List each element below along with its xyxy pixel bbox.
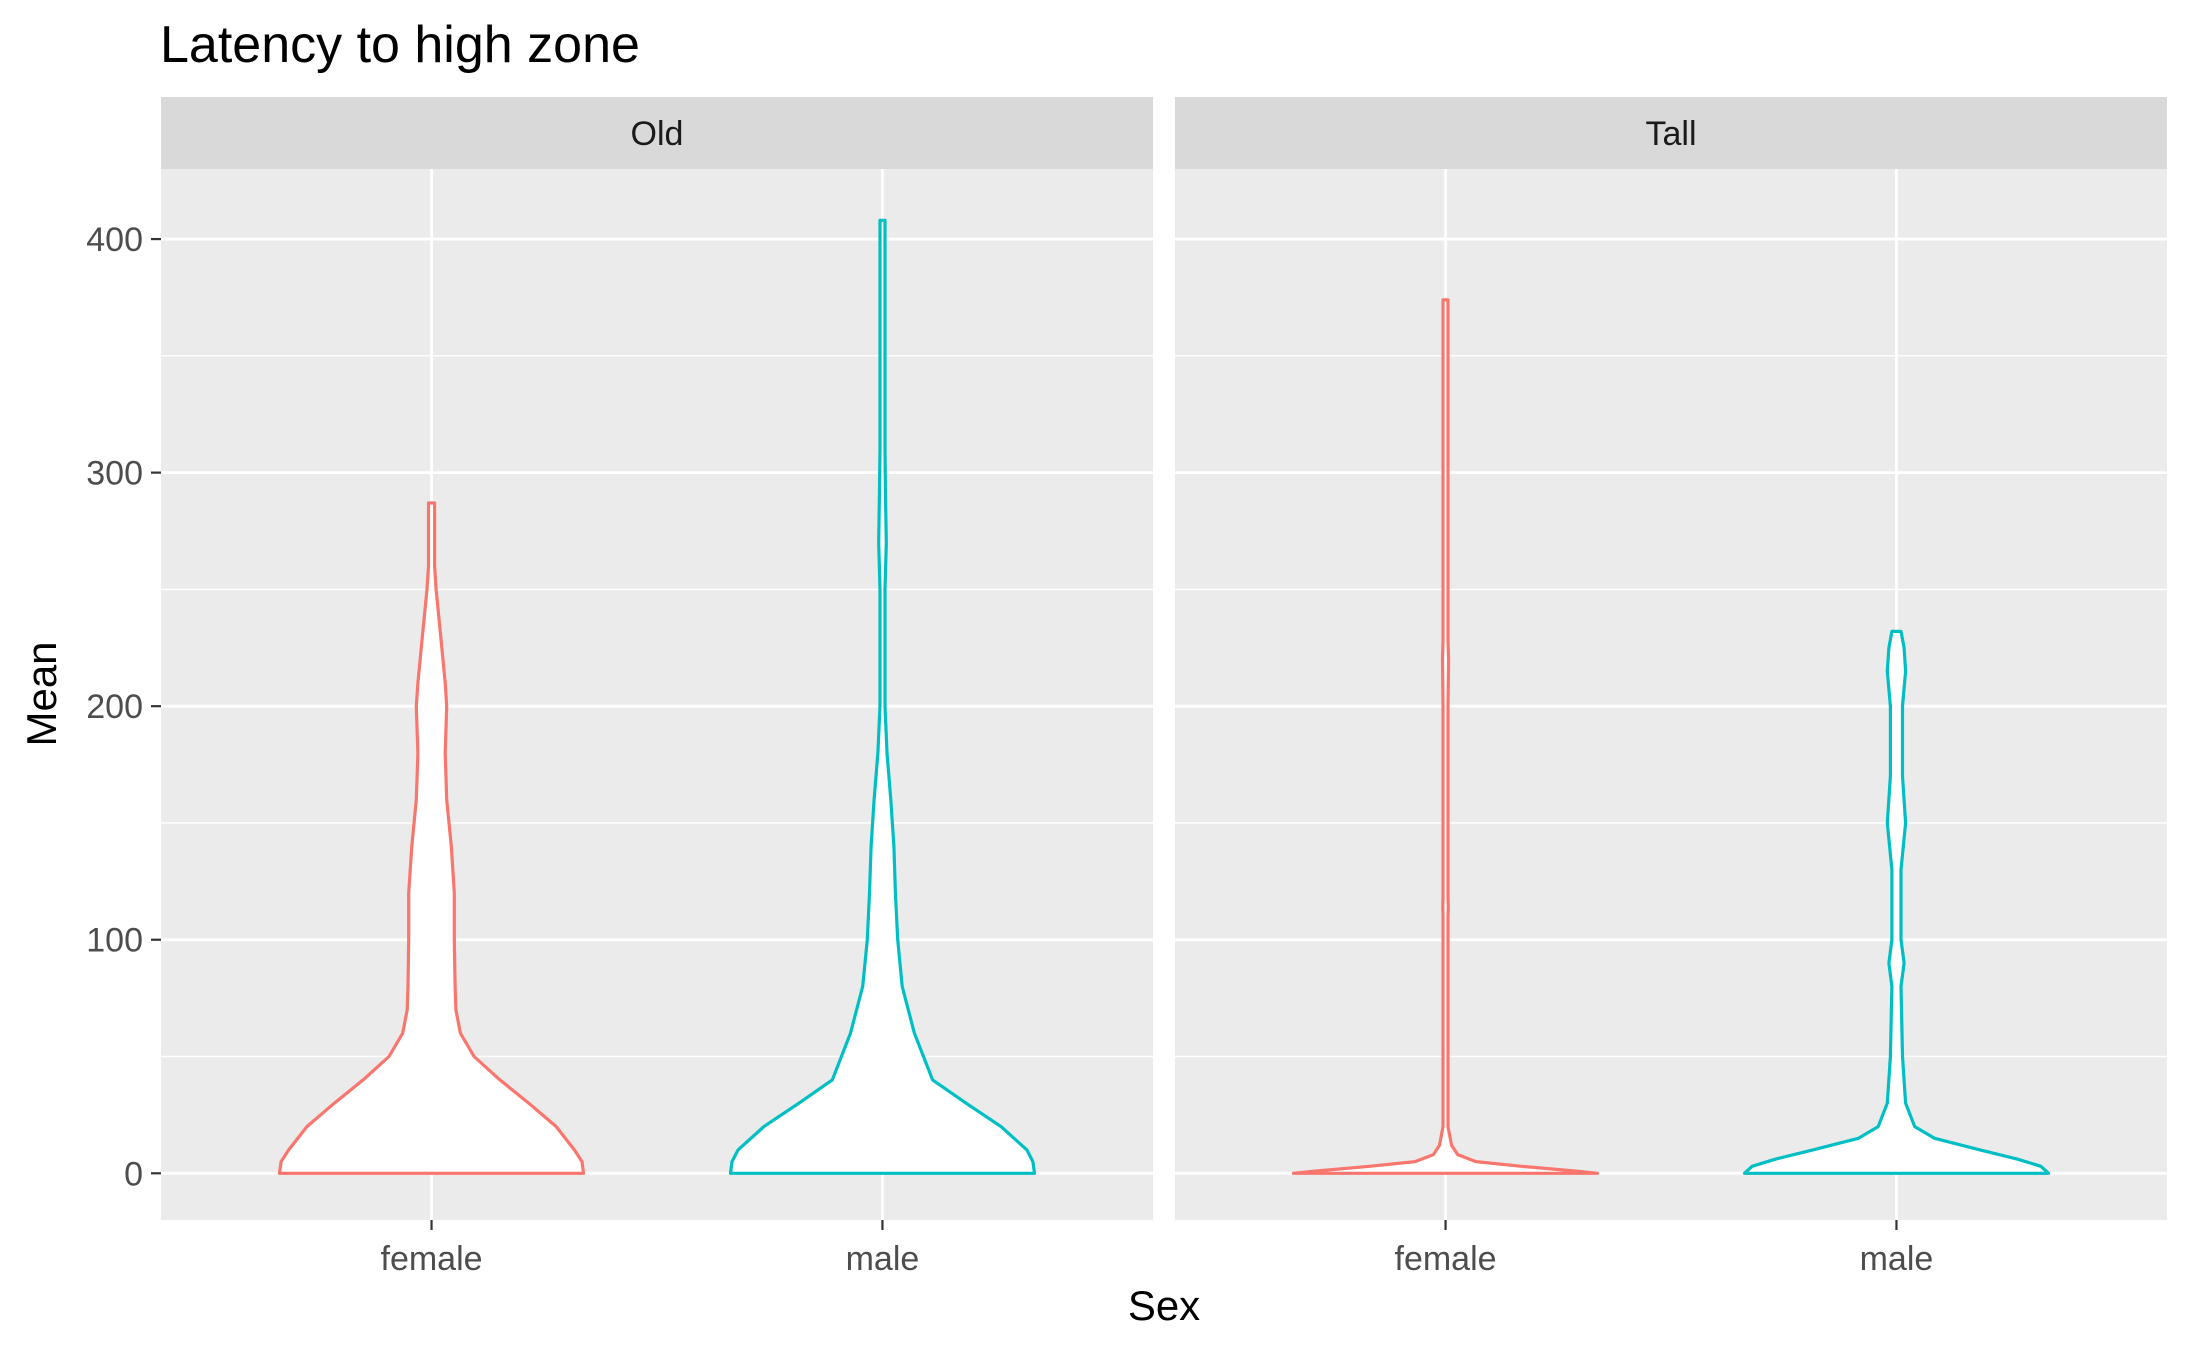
y-tick-label: 0	[124, 1155, 143, 1193]
y-axis-title: Mean	[18, 641, 65, 746]
violin-female	[277, 501, 586, 1175]
x-axis-title: Sex	[1128, 1282, 1200, 1329]
panels: Old female male Tall female male 0 100 200 300 400	[86, 97, 2167, 1278]
y-tick-label: 100	[86, 922, 143, 960]
facet-label: Old	[631, 115, 684, 153]
panel-tall: Tall female male	[1175, 97, 2167, 1278]
x-tick-label: female	[381, 1240, 483, 1278]
x-tick-label: male	[1860, 1240, 1934, 1278]
facet-strip	[1175, 97, 2167, 169]
violin-male	[1742, 629, 2051, 1175]
x-tick-label: male	[846, 1240, 920, 1278]
y-tick-label: 400	[86, 221, 143, 259]
violin-male	[728, 218, 1037, 1175]
panel-background	[161, 169, 1153, 1220]
y-tick-label: 200	[86, 688, 143, 726]
violin-female	[1291, 298, 1600, 1175]
panel-old: Old female male	[161, 97, 1153, 1278]
facet-label: Tall	[1645, 115, 1696, 153]
y-tick-label: 300	[86, 455, 143, 493]
panel-background	[1175, 169, 2167, 1220]
chart-title: Latency to high zone	[160, 16, 640, 74]
facet-strip	[161, 97, 1153, 169]
x-tick-label: female	[1395, 1240, 1497, 1278]
